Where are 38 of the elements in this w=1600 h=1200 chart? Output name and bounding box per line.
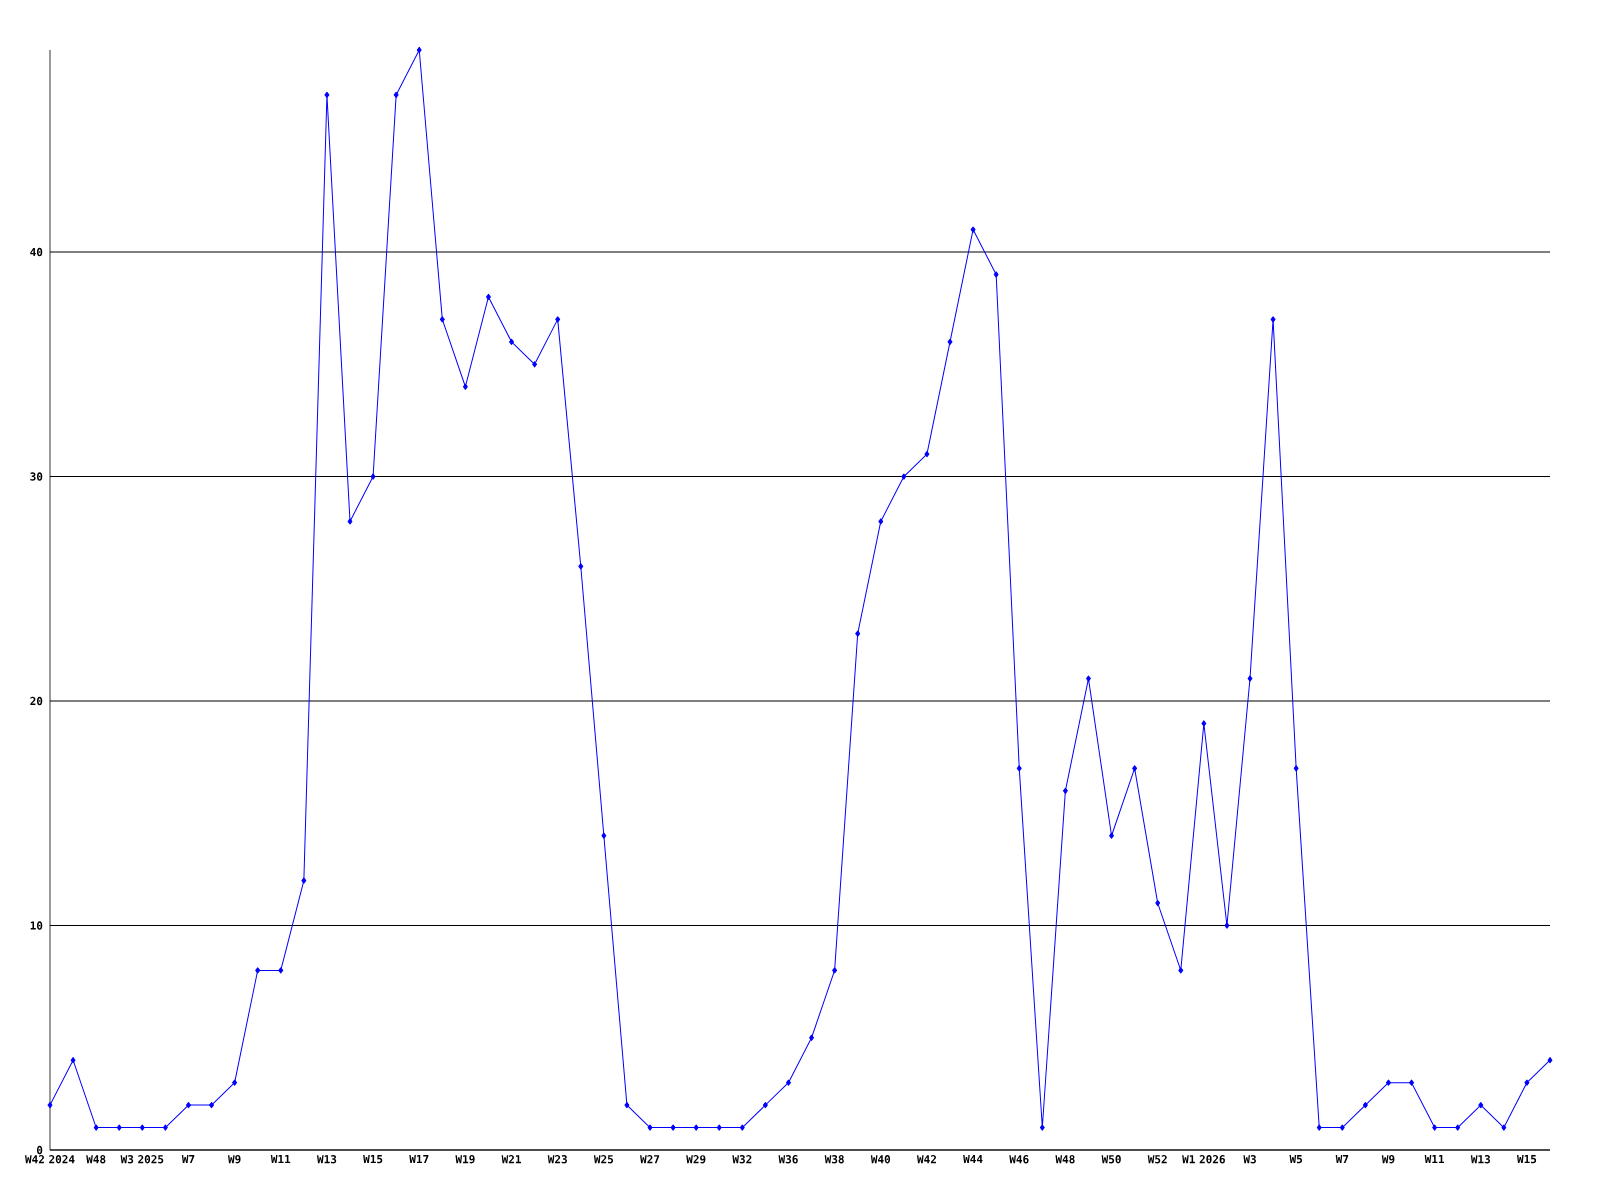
x-tick-label: W29	[686, 1155, 706, 1164]
x-tick-label: W13	[316, 1155, 337, 1164]
x-tick-label: W42	[916, 1155, 936, 1164]
x-tick-label: W40	[870, 1155, 891, 1164]
x-tick-label: W50	[1101, 1155, 1121, 1164]
x-tick-label: W13	[1470, 1155, 1491, 1164]
y-tick-label: 30	[30, 472, 43, 481]
x-tick-label: W3	[1243, 1155, 1256, 1164]
x-tick-label: W27	[640, 1155, 660, 1164]
x-tick-label: W7	[1335, 1155, 1349, 1164]
x-tick-label: W21	[501, 1155, 521, 1164]
y-tick-label: 40	[30, 247, 43, 257]
x-tick-label: W25	[593, 1155, 614, 1164]
x-tick-label: W3 2025	[120, 1155, 164, 1164]
x-tick-label: W19	[455, 1155, 475, 1164]
y-tick-label: 0	[36, 1145, 43, 1155]
x-tick-label: W46	[1009, 1155, 1029, 1164]
x-tick-label: W36	[778, 1155, 798, 1164]
x-tick-label: W1 2026	[1182, 1155, 1225, 1164]
x-tick-label: W23	[547, 1155, 567, 1164]
x-tick-label: W15	[363, 1155, 383, 1164]
x-tick-label: W32	[732, 1155, 752, 1164]
y-tick-label: 20	[30, 696, 43, 706]
x-tick-label: W11	[1424, 1155, 1445, 1164]
x-tick-label: W48	[86, 1155, 106, 1164]
x-tick-label: W44	[963, 1155, 983, 1164]
x-tick-label: W48	[1055, 1155, 1075, 1164]
x-tick-label: W7	[181, 1155, 195, 1164]
x-tick-label: W9	[1381, 1155, 1395, 1164]
x-tick-label: W5	[1289, 1155, 1303, 1164]
x-tick-label: W17	[409, 1155, 429, 1164]
x-tick-label: W11	[270, 1155, 291, 1164]
x-tick-label: W38	[824, 1155, 844, 1164]
x-tick-label: W52	[1147, 1155, 1167, 1164]
x-tick-label: W15	[1517, 1155, 1537, 1164]
y-tick-label: 10	[30, 921, 43, 930]
x-tick-label: W9	[228, 1155, 241, 1164]
x-tick-label: W42 2024	[24, 1155, 75, 1164]
